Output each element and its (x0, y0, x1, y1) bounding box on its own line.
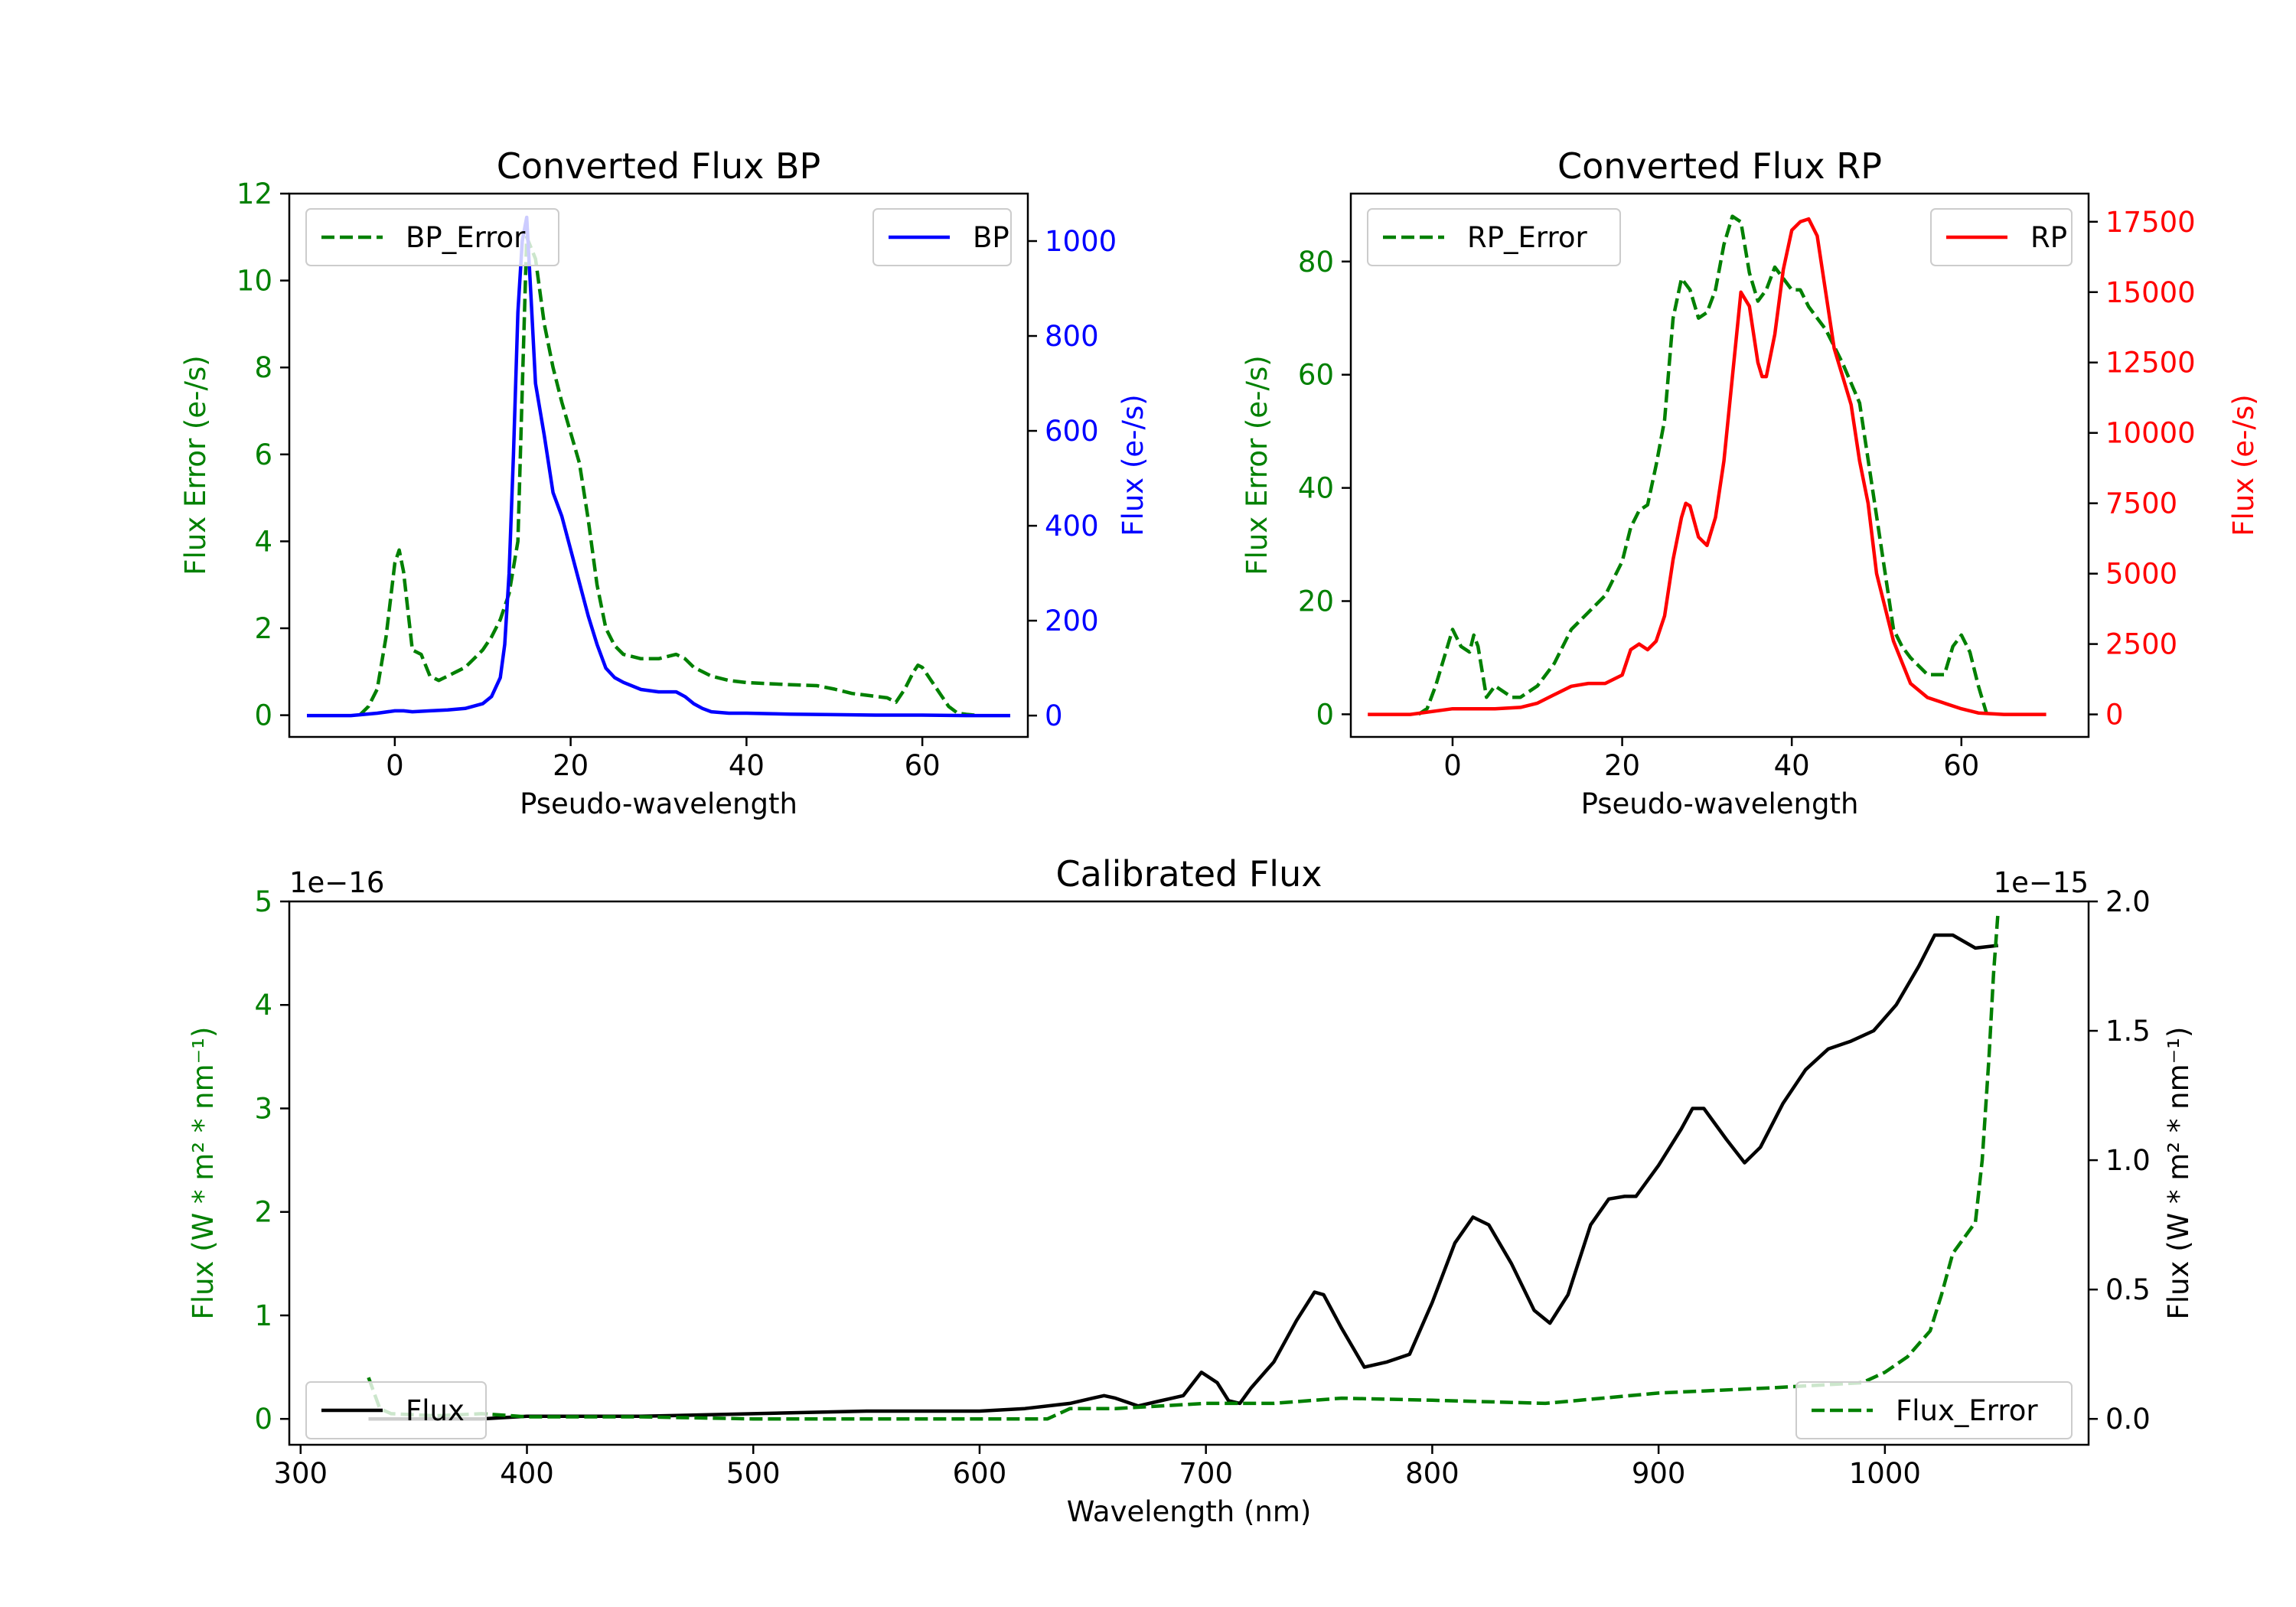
y-right-tick-label: 10000 (2105, 417, 2196, 450)
x-tick-label: 1000 (1849, 1457, 1921, 1490)
legend-flux: RP (1930, 208, 2073, 266)
legend-label: Flux (406, 1394, 465, 1427)
y-right-tick-label: 2500 (2105, 628, 2177, 661)
y-left-tick-label: 80 (1298, 246, 1334, 279)
x-tick-label: 40 (1774, 749, 1810, 782)
y-right-tick-label: 17500 (2105, 206, 2196, 239)
legend-label: BP (973, 221, 1009, 254)
y-right-offset-label: 1e−15 (1994, 866, 2089, 899)
x-tick-label: 600 (953, 1457, 1007, 1490)
y-left-axis-label: Flux Error (e-/s) (1241, 355, 1274, 575)
x-tick-label: 500 (726, 1457, 781, 1490)
y-left-tick-label: 4 (254, 525, 272, 558)
y-right-tick-label: 0 (2105, 699, 2124, 732)
y-right-tick-label: 800 (1045, 320, 1099, 353)
y-right-tick-label: 15000 (2105, 276, 2196, 309)
legend-box (1795, 1381, 2073, 1439)
x-tick-label: 900 (1632, 1457, 1686, 1490)
y-left-tick-label: 4 (254, 989, 272, 1022)
panel-converted-flux-bp: Converted Flux BP0 20 40 60Pseudo-wavelengt… (179, 145, 1150, 820)
x-tick-label: 700 (1179, 1457, 1233, 1490)
axes-frame (288, 192, 1029, 738)
legend-flux: BP (872, 208, 1012, 266)
x-tick-label: 400 (500, 1457, 554, 1490)
y-left-tick-label: 2 (254, 612, 272, 645)
y-right-tick-label: 0.0 (2105, 1403, 2151, 1436)
legend-flux-error: Flux_Error (1795, 1381, 2073, 1439)
chart-title: Converted Flux RP (1557, 145, 1882, 187)
axes-frame (288, 900, 2090, 1446)
legend-error: RP_Error (1367, 208, 1621, 266)
y-right-axis-label: Flux (e-/s) (2227, 394, 2260, 536)
panel-calibrated-flux: Calibrated Flux 300 400 500 600 700 800 900 1000… (187, 853, 2195, 1528)
y-right-tick-label: 2.0 (2105, 885, 2151, 918)
x-tick-label: 800 (1405, 1457, 1459, 1490)
y-right-tick-label: 600 (1045, 415, 1099, 448)
x-tick-label: 0 (1443, 749, 1462, 782)
y-left-tick-label: 0 (254, 1403, 272, 1436)
x-tick-label: 60 (905, 749, 941, 782)
y-right-tick-label: 1.0 (2105, 1144, 2151, 1177)
legend-box (1367, 208, 1621, 266)
y-left-tick-label: 5 (254, 885, 272, 918)
series-line-flux (368, 933, 1998, 1421)
legend-box (305, 1381, 487, 1439)
y-left-tick-label: 0 (254, 699, 272, 732)
y-left-axis-label: Flux Error (e-/s) (179, 355, 212, 575)
series-line-bp (307, 215, 1010, 718)
x-axis-label: Pseudo-wavelength (1581, 787, 1859, 820)
y-left-axis-label: Flux (W * m² * nm⁻¹) (187, 1027, 220, 1320)
y-right-tick-label: 400 (1045, 510, 1099, 543)
legend-flux: Flux (305, 1381, 487, 1439)
y-right-tick-label: 5000 (2105, 558, 2177, 591)
legend-label: RP (2030, 221, 2067, 254)
chart-title: Calibrated Flux (1056, 853, 1322, 895)
chart-title: Converted Flux BP (497, 145, 821, 187)
legend-label: BP_Error (406, 221, 526, 254)
y-left-tick-label: 3 (254, 1092, 272, 1125)
y-left-tick-label: 20 (1298, 585, 1334, 618)
x-tick-label: 40 (729, 749, 765, 782)
series-line-rp (1368, 217, 2047, 716)
x-tick-label: 0 (386, 749, 404, 782)
y-right-tick-label: 7500 (2105, 487, 2177, 520)
y-left-tick-label: 0 (1316, 698, 1334, 731)
legend-error: BP_Error (305, 208, 559, 266)
y-right-tick-label: 1.5 (2105, 1015, 2151, 1048)
x-axis-label: Pseudo-wavelength (520, 787, 797, 820)
legend-label: RP_Error (1467, 221, 1587, 254)
y-right-tick-label: 12500 (2105, 347, 2196, 380)
x-axis-label: Wavelength (nm) (1067, 1495, 1312, 1528)
axes-frame (1349, 192, 2090, 738)
legend-label: Flux_Error (1896, 1394, 2038, 1427)
y-right-tick-label: 0 (1045, 699, 1063, 732)
y-right-tick-label: 0.5 (2105, 1273, 2151, 1306)
y-right-axis-label: Flux (e-/s) (1117, 394, 1150, 536)
series-line-rp-error (1417, 214, 1989, 716)
x-tick-label: 20 (1604, 749, 1640, 782)
y-left-tick-label: 10 (236, 265, 272, 298)
y-left-offset-label: 1e−16 (289, 866, 384, 899)
y-right-tick-label: 1000 (1045, 225, 1117, 258)
y-right-axis-label: Flux (W * m² * nm⁻¹) (2162, 1027, 2195, 1320)
y-left-tick-label: 6 (254, 438, 272, 471)
panel-converted-flux-rp: Converted Flux RP 0 20 40 60 Pseudo-wavelengt… (1241, 145, 2260, 820)
x-tick-label: 300 (273, 1457, 328, 1490)
legend-box (305, 208, 559, 266)
y-left-tick-label: 8 (254, 351, 272, 384)
y-left-tick-label: 2 (254, 1196, 272, 1229)
x-tick-label: 20 (553, 749, 589, 782)
series-line-flux-error (367, 911, 2000, 1421)
y-left-tick-label: 1 (254, 1299, 272, 1332)
y-left-tick-label: 12 (236, 178, 272, 210)
x-tick-label: 60 (1943, 749, 1979, 782)
y-left-tick-label: 60 (1298, 359, 1334, 392)
y-right-tick-label: 200 (1045, 605, 1099, 637)
series-line-bp-error (358, 235, 976, 717)
y-left-tick-label: 40 (1298, 472, 1334, 505)
